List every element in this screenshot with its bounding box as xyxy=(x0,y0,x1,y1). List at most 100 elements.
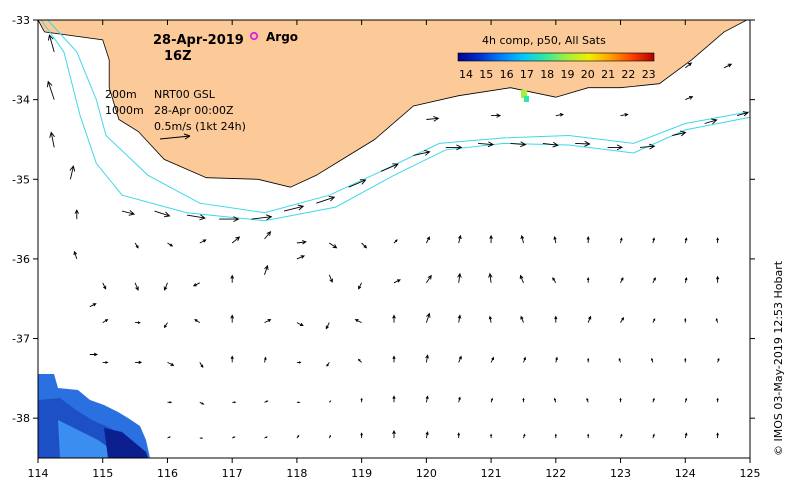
x-tick-label: 118 xyxy=(286,467,307,480)
isobath-200m xyxy=(47,19,751,214)
current-vector xyxy=(553,236,557,244)
current-vector xyxy=(723,63,733,69)
current-vector xyxy=(219,216,240,223)
product-time: 28-Apr 00:00Z xyxy=(154,104,234,117)
current-vector xyxy=(607,144,624,151)
current-vector xyxy=(488,315,492,323)
current-vector xyxy=(425,236,430,244)
x-tick-label: 125 xyxy=(740,467,761,480)
current-vector xyxy=(425,354,429,363)
current-vector xyxy=(639,143,656,150)
current-vector xyxy=(457,314,462,323)
current-vector xyxy=(102,361,109,364)
current-vector xyxy=(264,264,269,275)
current-vector xyxy=(554,433,557,439)
current-vector xyxy=(134,282,139,291)
current-vector xyxy=(489,234,493,243)
current-vector xyxy=(620,277,624,284)
colorbar-tick-label: 15 xyxy=(479,68,493,81)
current-vector xyxy=(46,80,55,100)
current-vector xyxy=(264,231,272,240)
current-vector xyxy=(73,250,78,260)
current-vector xyxy=(652,237,656,244)
current-vector xyxy=(231,236,241,244)
depth-1000-label: 1000m xyxy=(105,104,144,117)
current-vector xyxy=(354,319,362,324)
current-vector xyxy=(704,118,718,125)
current-vector xyxy=(520,234,525,244)
x-tick-label: 115 xyxy=(92,467,113,480)
current-vector xyxy=(716,237,719,243)
current-vector xyxy=(135,321,141,324)
coastal-sst-patch xyxy=(521,90,529,102)
current-vector xyxy=(263,356,267,363)
current-vector xyxy=(652,433,655,439)
colorbar-tick-label: 18 xyxy=(540,68,554,81)
x-axis: 114 115 116 117 118 119 120 121 122 123 124 125 xyxy=(28,20,761,480)
current-vector xyxy=(684,357,687,363)
current-vector xyxy=(684,277,688,283)
current-vector xyxy=(361,242,368,249)
x-tick-label: 119 xyxy=(351,467,372,480)
current-vector xyxy=(163,322,168,329)
current-vector xyxy=(425,395,429,403)
current-vector xyxy=(542,141,559,148)
colorbar-tick-label: 17 xyxy=(520,68,534,81)
current-vector xyxy=(618,357,621,363)
current-vector xyxy=(264,436,268,439)
current-vector xyxy=(587,433,590,439)
current-vector xyxy=(328,400,332,403)
y-tick-label: -36 xyxy=(12,253,30,266)
current-vector xyxy=(328,274,333,283)
current-vector xyxy=(232,401,237,404)
current-vector xyxy=(520,315,524,323)
sst-colorbar xyxy=(457,52,655,62)
current-vector xyxy=(491,113,502,118)
current-vector xyxy=(357,358,362,363)
current-vector xyxy=(199,437,204,439)
current-vector xyxy=(552,277,557,284)
current-vector xyxy=(89,303,97,308)
current-vector xyxy=(716,432,719,439)
current-vector xyxy=(555,356,558,363)
current-vector xyxy=(478,141,495,148)
current-vector xyxy=(457,272,462,283)
current-vector xyxy=(296,255,306,260)
current-vector xyxy=(425,312,431,323)
current-vector xyxy=(392,314,396,323)
current-vector xyxy=(510,141,527,148)
current-vector xyxy=(74,209,80,220)
current-vector xyxy=(251,214,273,221)
current-vector xyxy=(328,434,331,439)
current-vector xyxy=(380,163,399,172)
argo-label: Argo xyxy=(266,30,298,44)
current-vector xyxy=(717,357,720,363)
current-vector xyxy=(684,317,687,323)
current-vector xyxy=(89,352,99,357)
current-vector xyxy=(134,242,139,249)
current-vector xyxy=(296,240,307,245)
current-vector xyxy=(620,316,625,323)
current-vector xyxy=(684,237,688,244)
x-tick-label: 122 xyxy=(545,467,566,480)
current-vector xyxy=(348,179,367,188)
map-hour: 16Z xyxy=(164,49,192,64)
colorbar-tick-label: 16 xyxy=(500,68,514,81)
current-vector xyxy=(458,234,462,244)
current-vector xyxy=(458,355,462,363)
y-tick-label: -38 xyxy=(12,412,30,425)
current-vector xyxy=(199,401,205,405)
current-vector xyxy=(490,397,493,403)
current-vector xyxy=(163,282,168,291)
current-vector xyxy=(652,277,656,284)
land-mass xyxy=(37,19,750,188)
map-date: 28-Apr-2019 xyxy=(153,33,244,48)
current-vector xyxy=(358,282,363,290)
current-vector xyxy=(555,112,564,117)
current-vector xyxy=(554,315,558,323)
x-tick-label: 123 xyxy=(610,467,631,480)
current-vector xyxy=(651,357,654,363)
x-tick-label: 121 xyxy=(481,467,502,480)
current-vector xyxy=(445,144,463,151)
